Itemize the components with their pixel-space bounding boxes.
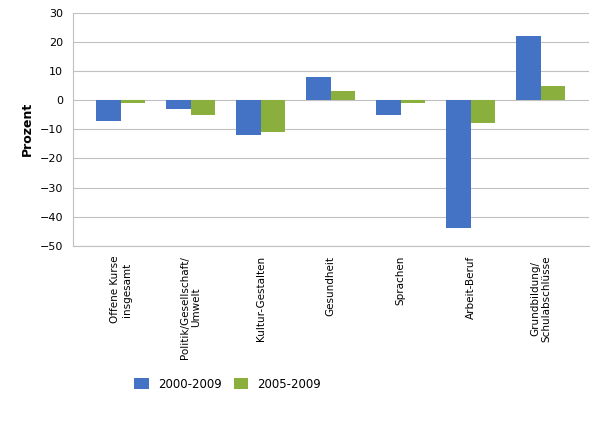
Bar xyxy=(307,77,331,100)
Bar xyxy=(517,36,541,100)
Bar xyxy=(97,100,121,120)
Bar xyxy=(191,100,215,115)
Bar xyxy=(331,92,355,100)
Bar xyxy=(401,100,426,103)
Bar xyxy=(121,100,145,103)
Bar xyxy=(261,100,285,132)
Legend: 2000-2009, 2005-2009: 2000-2009, 2005-2009 xyxy=(130,373,325,396)
Bar xyxy=(541,86,565,100)
Bar xyxy=(166,100,191,109)
Bar xyxy=(376,100,401,115)
Bar xyxy=(446,100,471,229)
Bar xyxy=(471,100,495,123)
Bar xyxy=(236,100,261,135)
Y-axis label: Prozent: Prozent xyxy=(21,102,34,156)
